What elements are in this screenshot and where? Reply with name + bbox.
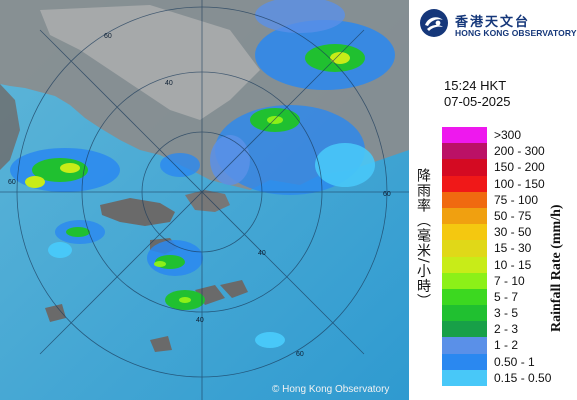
legend-swatch xyxy=(442,224,487,241)
legend-label: 2 - 3 xyxy=(494,322,519,337)
legend-label: 100 - 150 xyxy=(494,176,545,191)
legend-swatch xyxy=(442,256,487,273)
legend-label: 5 - 7 xyxy=(494,289,519,304)
legend-title-en: Rainfall Rate (mm/h) xyxy=(549,204,564,332)
legend-swatch xyxy=(442,337,487,354)
hko-emblem-icon xyxy=(420,9,448,37)
radar-map[interactable]: 60 40 60 60 40 40 60 © Hong Kong Observa… xyxy=(0,0,409,400)
legend-swatch xyxy=(442,240,487,257)
legend-label: 75 - 100 xyxy=(494,192,539,207)
legend-label: 0.50 - 1 xyxy=(494,354,535,369)
legend-label: 3 - 5 xyxy=(494,306,519,321)
legend-label: 0.15 - 0.50 xyxy=(494,370,552,385)
observation-time: 15:24 HKT xyxy=(444,78,507,93)
rain-echoes xyxy=(10,0,395,348)
legend-swatch xyxy=(442,207,487,225)
land-mainland-texture xyxy=(40,5,260,120)
legend-swatch xyxy=(442,288,487,306)
legend-label: 1 - 2 xyxy=(494,338,519,353)
legend-label: 50 - 75 xyxy=(494,208,532,223)
legend-swatch xyxy=(442,321,487,338)
legend-swatch xyxy=(442,175,487,192)
legend-label: >300 xyxy=(494,128,522,142)
legend-panel: 香港天文台 HONG KONG OBSERVATORY 15:24 HKT 07… xyxy=(409,0,577,400)
legend-label: 200 - 300 xyxy=(494,144,545,159)
land-west-coast xyxy=(0,84,20,170)
legend-label: 150 - 200 xyxy=(494,160,545,175)
copyright-notice: © Hong Kong Observatory xyxy=(272,384,390,395)
range-rings xyxy=(0,0,409,400)
ring-label-60-se: 60 xyxy=(296,351,304,358)
ring-label-60-nw: 60 xyxy=(104,33,112,40)
legend-label: 30 - 50 xyxy=(494,225,532,240)
ring-label-60-w: 60 xyxy=(8,179,16,186)
land-island-e xyxy=(150,336,172,352)
legend-swatch xyxy=(442,191,487,208)
hko-logo: 香港天文台 HONG KONG OBSERVATORY xyxy=(415,6,577,42)
legend-label: 7 - 10 xyxy=(494,273,525,288)
ring-label-40-n: 40 xyxy=(165,80,173,87)
legend-title-zh: 降雨率（毫米/小時） xyxy=(415,168,431,309)
legend-swatch xyxy=(442,305,487,322)
land-hk-island xyxy=(185,190,230,212)
land-island-c xyxy=(220,280,248,298)
org-name-zh: 香港天文台 xyxy=(455,15,531,30)
legend-swatch xyxy=(442,272,487,289)
org-name-en: HONG KONG OBSERVATORY xyxy=(455,28,577,38)
legend-swatch xyxy=(442,143,487,160)
ring-label-60-e: 60 xyxy=(383,191,391,198)
legend-label: 10 - 15 xyxy=(494,257,532,272)
land-lantau xyxy=(100,198,175,226)
legend-label: 15 - 30 xyxy=(494,241,532,256)
legend-swatch xyxy=(442,369,487,386)
range-ring-labels: 60 40 60 60 40 40 60 xyxy=(8,33,391,358)
legend-swatch xyxy=(442,127,487,144)
legend-swatch xyxy=(442,353,487,370)
observation-date: 07-05-2025 xyxy=(444,94,511,109)
land-island-d xyxy=(45,304,66,322)
legend-swatch xyxy=(442,159,487,176)
ring-label-40-s: 40 xyxy=(196,317,204,324)
ring-label-40-se: 40 xyxy=(258,250,266,257)
radar-image: 60 40 60 60 40 40 60 xyxy=(0,0,409,400)
